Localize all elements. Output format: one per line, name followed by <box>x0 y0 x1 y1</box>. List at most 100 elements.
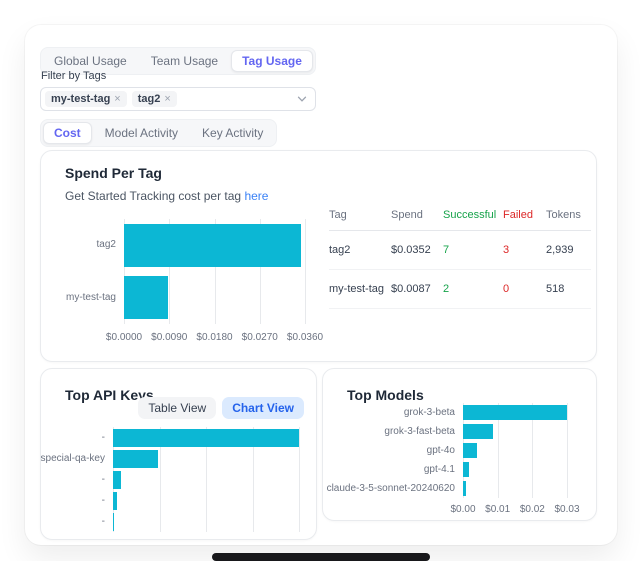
view-toggle-group: Table View Chart View <box>138 397 304 419</box>
category-label: grok-3-beta <box>403 406 455 418</box>
x-axis-tick-label: $0.0000 <box>105 332 143 343</box>
chart-view-button[interactable]: Chart View <box>222 397 304 419</box>
panel-title: Spend Per Tag <box>65 165 162 181</box>
home-indicator-bar <box>212 553 430 561</box>
table-cell: 7 <box>443 230 503 270</box>
table-cell: 0 <box>503 269 546 309</box>
table-cell: tag2 <box>329 230 391 270</box>
x-axis-tick-label: $0.0180 <box>196 332 233 343</box>
bar[interactable] <box>124 223 301 267</box>
category-label: - <box>101 515 105 527</box>
tab-tag-usage[interactable]: Tag Usage <box>231 50 313 72</box>
category-label: special-qa-key <box>40 452 105 464</box>
gridline <box>159 427 161 532</box>
chevron-down-icon[interactable] <box>297 94 307 104</box>
bar[interactable] <box>463 481 467 496</box>
category-label: grok-3-fast-beta <box>384 425 455 437</box>
tag-spend-table: Tag Spend Successful Failed Tokens tag2 $0.03… <box>329 205 591 309</box>
tab-key-activity[interactable]: Key Activity <box>202 126 264 140</box>
table-cell: 3 <box>503 230 546 270</box>
gridline <box>252 427 254 532</box>
x-axis-tick-label: $0.00 <box>450 504 476 515</box>
category-label: gpt-4o <box>426 444 455 456</box>
category-label: - <box>101 473 105 485</box>
tag-filter-select[interactable]: my-test-tag × tag2 × <box>40 87 316 111</box>
category-label: gpt-4.1 <box>423 463 455 475</box>
gridline <box>124 219 125 324</box>
gridline <box>532 403 534 498</box>
table-header: Tag Spend Successful Failed Tokens <box>329 205 591 231</box>
category-label: - <box>101 431 105 443</box>
bar[interactable] <box>463 443 477 458</box>
category-label: - <box>101 494 105 506</box>
x-axis-tick-label: $0.03 <box>554 504 580 515</box>
table-row: tag2 $0.0352 7 3 2,939 <box>329 230 591 270</box>
filter-by-tags-label: Filter by Tags <box>41 70 107 82</box>
table-cell: 2,939 <box>546 230 591 270</box>
x-axis-tick-label: $0.01 <box>485 504 511 515</box>
table-body: tag2 $0.0352 7 3 2,939 my-test-tag $0.0087 2 0 51… <box>329 230 591 309</box>
gridline <box>259 219 261 324</box>
gridline <box>305 219 306 324</box>
view-tab-group: Cost Model Activity Key Activity <box>40 119 278 147</box>
here-link[interactable]: here <box>244 189 269 203</box>
gridline <box>169 219 171 324</box>
gridline <box>497 403 499 498</box>
tab-team-usage[interactable]: Team Usage <box>150 54 219 68</box>
table-cell: 2 <box>443 269 503 309</box>
tag-chip-label: tag2 <box>137 93 161 105</box>
bar[interactable] <box>463 462 469 477</box>
subtitle-text: Get Started Tracking cost per tag <box>65 189 242 203</box>
panel-subtitle: Get Started Tracking cost per tag here <box>65 189 268 203</box>
gridline <box>206 427 207 532</box>
remove-tag-icon[interactable]: × <box>164 93 171 105</box>
tab-global-usage[interactable]: Global Usage <box>54 54 127 68</box>
tag-chip-label: my-test-tag <box>51 93 111 105</box>
top-api-keys-panel: Top API Keys Table View Chart View - spec… <box>40 368 317 540</box>
dashboard-card: Global Usage Team Usage Tag Usage Filter… <box>25 25 617 545</box>
bar[interactable] <box>113 449 158 468</box>
bar[interactable] <box>113 491 118 510</box>
remove-tag-icon[interactable]: × <box>114 93 121 105</box>
usage-tab-group: Global Usage Team Usage Tag Usage <box>40 47 316 75</box>
x-axis-tick-label: $0.0090 <box>151 332 188 343</box>
table-view-button[interactable]: Table View <box>138 397 217 419</box>
chart-plot-area <box>463 403 568 498</box>
column-header: Spend <box>391 205 443 231</box>
panel-title: Top API Keys <box>65 387 154 403</box>
table-cell: 518 <box>546 269 591 309</box>
top-models-panel: Top Models grok-3-beta grok-3-fast-beta gp… <box>322 368 597 521</box>
gridline <box>567 403 568 498</box>
category-label: tag2 <box>96 239 116 251</box>
x-axis-tick-label: $0.0360 <box>286 332 324 343</box>
bar[interactable] <box>463 405 567 420</box>
top-models-chart: grok-3-beta grok-3-fast-beta gpt-4o gpt-4.1… <box>323 369 596 520</box>
top-api-keys-chart: - special-qa-key - - - <box>41 369 316 539</box>
gridline <box>299 427 300 532</box>
bar[interactable] <box>124 276 168 320</box>
tab-model-activity[interactable]: Model Activity <box>104 126 179 140</box>
chart-plot-area <box>124 219 306 324</box>
tab-cost[interactable]: Cost <box>43 122 92 144</box>
tag-chip: tag2 × <box>131 91 177 107</box>
panel-title: Top Models <box>347 387 424 403</box>
tag-chip: my-test-tag × <box>45 91 127 107</box>
bar[interactable] <box>113 470 122 489</box>
x-axis-tick-label: $0.02 <box>519 504 545 515</box>
gridline <box>214 219 216 324</box>
spend-per-tag-panel: Spend Per Tag Get Started Tracking cost … <box>40 150 597 362</box>
table-cell: $0.0087 <box>391 269 443 309</box>
column-header: Tokens <box>546 205 591 231</box>
bar[interactable] <box>113 428 299 447</box>
category-label: my-test-tag <box>65 291 116 303</box>
table-cell: $0.0352 <box>391 230 443 270</box>
category-label: claude-3-5-sonnet-20240620 <box>326 482 455 494</box>
x-axis-tick-label: $0.0270 <box>241 332 278 343</box>
spend-per-tag-chart: tag2 my-test-tag $0.0000 $0.0090 $0.0180 $0.0… <box>41 151 596 361</box>
bar[interactable] <box>463 424 494 439</box>
table-row: my-test-tag $0.0087 2 0 518 <box>329 269 591 309</box>
column-header: Successful <box>443 205 503 231</box>
column-header: Tag <box>329 205 391 231</box>
column-header: Failed <box>503 205 546 231</box>
